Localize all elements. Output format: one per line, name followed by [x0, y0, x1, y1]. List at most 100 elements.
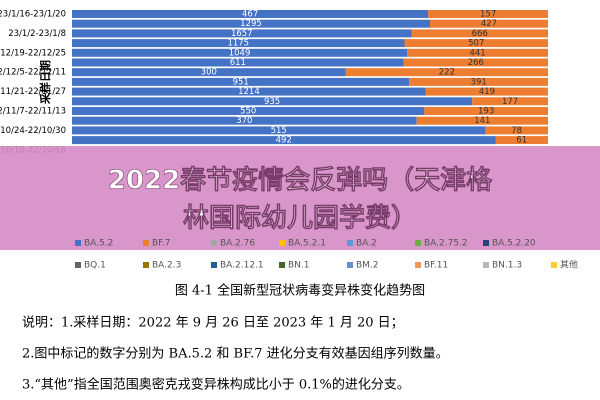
value-label: 492 [276, 136, 292, 146]
legend-label: BN.1 [288, 261, 310, 271]
value-label: 951 [233, 77, 249, 87]
legend-label: BF.7 [152, 239, 171, 249]
legend-label: BN.1.3 [492, 261, 522, 271]
legend-label: BM.2 [356, 261, 379, 271]
bar-segment [72, 29, 412, 38]
note: 说明：1.采样日期：2022 年 9 月 26 日至 2023 年 1 月 20… [22, 316, 404, 331]
legend-swatch [415, 262, 421, 268]
bar-segment [407, 48, 548, 57]
y-tick-label: 23/1/16-23/1/20 [0, 10, 66, 20]
bar-segment [424, 107, 548, 115]
legend-swatch [279, 262, 285, 268]
bar-segment [429, 19, 548, 28]
legend-swatch [143, 262, 149, 268]
bar-segment [416, 116, 548, 125]
value-label: 1214 [238, 87, 260, 97]
bar-segment [72, 136, 496, 145]
value-label: 467 [242, 10, 258, 20]
legend-swatch [211, 240, 217, 246]
note: 3.“其他”指全国范围奥密克戎变异株构成比小于 0.1%的进化分支。 [22, 377, 410, 393]
legend-label: BA.5.2 [84, 239, 113, 249]
value-label: 427 [481, 19, 497, 29]
value-label: 300 [201, 68, 217, 78]
bar-segment [485, 126, 548, 135]
legend-swatch [415, 240, 421, 246]
legend-label: BA.5.2.20 [492, 239, 536, 249]
value-label: 1657 [231, 29, 253, 39]
legend-swatch [279, 240, 285, 246]
bar-segment [72, 116, 417, 125]
legend-swatch [347, 240, 353, 246]
legend-swatch [483, 240, 489, 246]
value-label: 177 [502, 97, 518, 107]
value-label: 550 [240, 107, 256, 117]
value-label: 1295 [240, 19, 262, 29]
bar-segment [72, 58, 404, 67]
legend-label: BA.2.3 [152, 261, 181, 271]
legend-label: BA.2.76 [220, 239, 255, 249]
bar-segment [495, 136, 548, 145]
value-label: 266 [468, 58, 484, 68]
value-label: 157 [480, 10, 496, 20]
y-tick-label: 22/12/5-22/12/11 [0, 68, 66, 78]
banner-bg [0, 146, 600, 250]
legend-label: 其他 [560, 259, 578, 271]
legend-label: BF.11 [424, 261, 448, 271]
value-label: 78 [511, 126, 522, 136]
bar-segment [404, 39, 548, 48]
bar-segment [345, 68, 548, 77]
bar-segment [411, 29, 548, 38]
bar-segment [72, 48, 408, 57]
bar-segment [72, 39, 405, 48]
bar-segment [72, 97, 473, 106]
legend-swatch [75, 240, 81, 246]
value-label: 666 [472, 29, 488, 39]
legend-label: BA.2.75.2 [424, 239, 468, 249]
value-label: 222 [439, 68, 455, 78]
legend-label: BA.2 [356, 239, 377, 249]
y-tick-label: 22/11/7-22/11/13 [0, 107, 66, 117]
bar-segment [72, 87, 426, 96]
value-label: 515 [271, 126, 287, 136]
legend-swatch [347, 262, 353, 268]
legend-label: BQ.1 [84, 261, 106, 271]
legend-swatch [551, 262, 557, 268]
caption: 图 4-1 全国新型冠状病毒变异株变化趋势图 [175, 283, 425, 299]
bar-segment [72, 126, 486, 135]
bar-segment [425, 87, 548, 96]
bar-segment [428, 10, 548, 18]
y-tick-label: 22/12/19-22/12/25 [0, 48, 66, 58]
y-tick-label: 22/11/21-22/11/27 [0, 87, 66, 97]
banner-title: 林国际幼儿园学费） [183, 203, 417, 234]
bar-segment [72, 68, 346, 77]
value-label: 419 [479, 87, 495, 97]
bar-segment [72, 10, 429, 18]
y-tick-label: 22/10/24-22/10/30 [0, 126, 66, 136]
bar-segment [72, 107, 425, 115]
legend-label: BA.2.12.1 [220, 261, 264, 271]
value-label: 611 [230, 58, 246, 68]
note: 2.图中标记的数字分别为 BA.5.2 和 BF.7 进化分支有效基因组序列数量… [22, 346, 449, 362]
value-label: 1049 [229, 48, 251, 58]
banner-title: 2022春节疫情会反弹吗（天津格 [108, 165, 493, 196]
legend-swatch [143, 240, 149, 246]
value-label: 61 [516, 136, 527, 146]
legend-swatch [75, 262, 81, 268]
legend-swatch [483, 262, 489, 268]
legend-label: BA.5.2.1 [288, 239, 326, 249]
value-label: 370 [236, 116, 252, 126]
value-label: 1175 [227, 39, 249, 49]
bar-segment [72, 77, 410, 86]
bar-segment [403, 58, 548, 67]
value-label: 441 [469, 48, 485, 58]
value-label: 507 [468, 39, 484, 49]
axis-title: 采样日期 [38, 60, 52, 105]
bar-segment [409, 77, 548, 86]
value-label: 141 [474, 116, 490, 126]
bar-segment [72, 19, 430, 28]
value-label: 391 [471, 77, 487, 87]
value-label: 935 [264, 97, 280, 107]
y-tick-label: 23/1/2-23/1/8 [8, 29, 66, 39]
legend-swatch [211, 262, 217, 268]
